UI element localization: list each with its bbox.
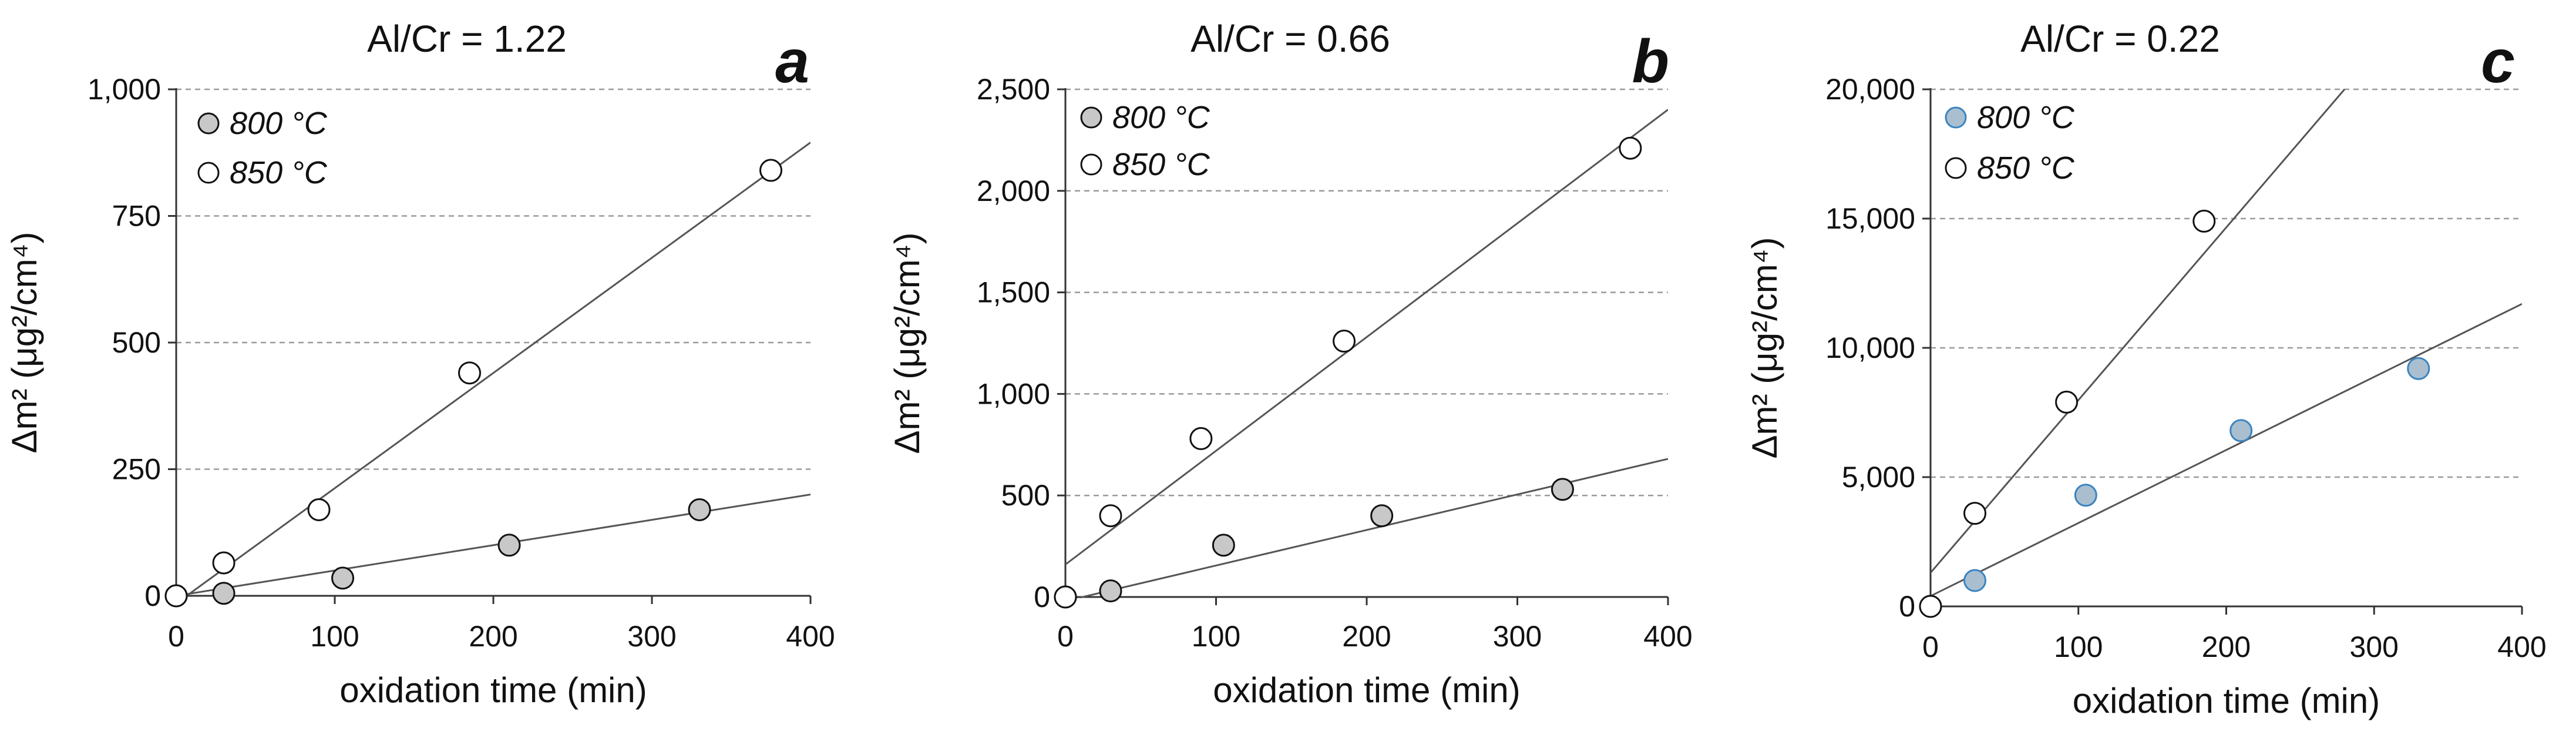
- x-tick-label: 0: [168, 620, 184, 653]
- data-point: [331, 566, 354, 590]
- legend: 800 °C 850 °C: [197, 106, 328, 190]
- x-tick-label: 200: [2202, 630, 2251, 663]
- x-axis-label: oxidation time (min): [2073, 681, 2380, 720]
- x-tick-label: 400: [2497, 630, 2546, 663]
- y-tick-label: 5,000: [1842, 461, 1915, 494]
- y-tick-label: 15,000: [1825, 202, 1915, 235]
- legend-marker: [1080, 153, 1102, 176]
- legend-label: 800 °C: [230, 106, 328, 141]
- chart-title: Al/Cr = 0.22: [2020, 18, 2220, 60]
- data-point: [458, 361, 481, 385]
- legend-marker: [1080, 106, 1102, 129]
- fit-line: [1931, 89, 2346, 573]
- data-point: [2192, 209, 2216, 233]
- data-point: [1189, 427, 1213, 450]
- data-point: [688, 498, 711, 521]
- chart-panel-c: 0 5,000 10,000 15,000 20,000 0 100 200 300 400 oxi…: [1745, 18, 2547, 720]
- chart-panel-b: 0 500 1,000 1,500 2,000 2,500 0 100 200 300 400 oxi…: [887, 18, 1693, 710]
- data-point: [1963, 569, 1987, 592]
- fit-line: [1931, 303, 2522, 597]
- data-point: [307, 498, 331, 521]
- data-point: [1963, 502, 1987, 525]
- fit-line: [176, 494, 811, 597]
- y-tick-label: 1,000: [977, 377, 1050, 410]
- x-axis-label: oxidation time (min): [1213, 670, 1521, 710]
- data-point: [1551, 478, 1574, 501]
- y-tick-label: 500: [112, 326, 161, 359]
- panel-label: a: [775, 28, 809, 96]
- y-tick-label: 1,500: [977, 276, 1050, 309]
- data-point: [1099, 579, 1122, 603]
- y-tick-label: 750: [112, 200, 161, 233]
- data-point: [497, 534, 521, 557]
- legend-label: 850 °C: [230, 155, 328, 190]
- y-tick-label: 0: [1034, 581, 1050, 613]
- legend-marker: [1945, 157, 1967, 179]
- y-tick-label: 20,000: [1825, 73, 1915, 106]
- y-axis-label: Δm² (μg²/cm⁴): [887, 232, 927, 454]
- data-point: [1333, 330, 1356, 353]
- legend-marker: [197, 112, 220, 135]
- panel-label: c: [2481, 28, 2515, 96]
- panel-label: b: [1632, 28, 1669, 96]
- data-point: [1099, 504, 1122, 528]
- data-point: [212, 551, 236, 575]
- legend-label: 850 °C: [1977, 150, 2075, 186]
- chart-title: Al/Cr = 0.66: [1191, 18, 1390, 60]
- x-tick-label: 300: [627, 620, 676, 653]
- fit-line: [1074, 458, 1668, 598]
- y-tick-label: 0: [144, 579, 161, 612]
- data-point: [759, 159, 782, 182]
- y-tick-label: 10,000: [1825, 331, 1915, 364]
- x-tick-label: 400: [1643, 620, 1692, 653]
- data-point: [1370, 504, 1394, 528]
- fit-line: [1065, 109, 1668, 565]
- chart-title: Al/Cr = 1.22: [367, 18, 567, 60]
- x-tick-label: 300: [2350, 630, 2399, 663]
- x-tick-label: 100: [2054, 630, 2103, 663]
- y-axis-label: Δm² (μg²/cm⁴): [1745, 237, 1784, 458]
- chart-panel-a: 0 250 500 750 1,000 0 100 200 300 400 oxidation ti…: [5, 18, 835, 710]
- y-tick-label: 500: [1001, 479, 1050, 512]
- legend-marker: [1945, 106, 1967, 129]
- x-tick-label: 100: [1192, 620, 1240, 653]
- x-tick-label: 100: [310, 620, 359, 653]
- y-tick-label: 2,500: [977, 73, 1050, 106]
- data-point: [164, 584, 188, 608]
- x-tick-label: 200: [1342, 620, 1391, 653]
- x-tick-label: 300: [1493, 620, 1542, 653]
- data-point: [2074, 484, 2097, 507]
- y-tick-label: 0: [1899, 590, 1915, 623]
- data-point: [1212, 534, 1235, 557]
- legend-label: 800 °C: [1112, 100, 1210, 135]
- data-point: [1919, 595, 1942, 618]
- legend-label: 850 °C: [1112, 147, 1210, 182]
- legend: 800 °C 850 °C: [1945, 100, 2075, 186]
- data-point: [1619, 136, 1642, 160]
- x-tick-label: 0: [1057, 620, 1074, 653]
- fit-line: [183, 142, 811, 597]
- x-tick-label: 0: [1922, 630, 1939, 663]
- data-point: [1054, 585, 1077, 609]
- y-tick-label: 1,000: [88, 73, 161, 106]
- legend: 800 °C 850 °C: [1080, 100, 1210, 182]
- y-tick-label: 250: [112, 453, 161, 486]
- legend-label: 800 °C: [1977, 100, 2075, 135]
- y-tick-label: 2,000: [977, 175, 1050, 207]
- x-axis-label: oxidation time (min): [339, 670, 647, 710]
- data-point: [2229, 419, 2253, 442]
- x-tick-label: 200: [469, 620, 517, 653]
- data-point: [2407, 357, 2430, 380]
- x-tick-label: 400: [786, 620, 835, 653]
- data-point: [2055, 390, 2079, 414]
- y-axis-label: Δm² (μg²/cm⁴): [5, 232, 44, 453]
- legend-marker: [197, 162, 220, 184]
- data-point: [212, 582, 236, 605]
